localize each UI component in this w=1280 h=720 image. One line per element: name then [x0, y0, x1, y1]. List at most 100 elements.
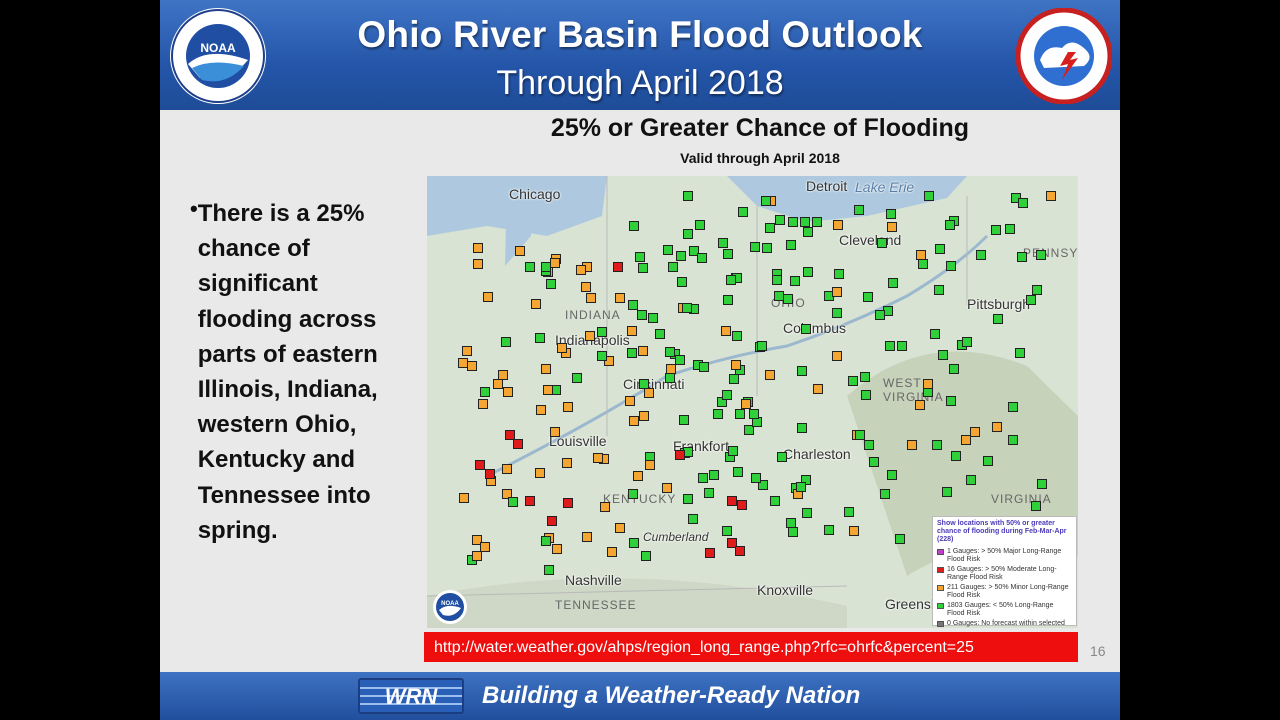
flood-outlook-map[interactable]: Chicago Detroit Lake Erie Cleveland PENN… — [427, 176, 1078, 628]
gauge-marker[interactable] — [869, 457, 879, 467]
gauge-marker[interactable] — [864, 440, 874, 450]
gauge-marker[interactable] — [628, 489, 638, 499]
gauge-marker[interactable] — [655, 329, 665, 339]
gauge-marker[interactable] — [505, 430, 515, 440]
gauge-marker[interactable] — [638, 263, 648, 273]
gauge-marker[interactable] — [531, 299, 541, 309]
gauge-marker[interactable] — [951, 451, 961, 461]
gauge-marker[interactable] — [695, 220, 705, 230]
gauge-marker[interactable] — [758, 480, 768, 490]
gauge-marker[interactable] — [735, 546, 745, 556]
gauge-marker[interactable] — [502, 464, 512, 474]
gauge-marker[interactable] — [462, 346, 472, 356]
gauge-marker[interactable] — [629, 416, 639, 426]
gauge-marker[interactable] — [613, 262, 623, 272]
gauge-marker[interactable] — [832, 287, 842, 297]
gauge-marker[interactable] — [563, 498, 573, 508]
gauge-marker[interactable] — [1015, 348, 1025, 358]
gauge-marker[interactable] — [546, 279, 556, 289]
gauge-marker[interactable] — [639, 411, 649, 421]
gauge-marker[interactable] — [676, 251, 686, 261]
gauge-marker[interactable] — [916, 250, 926, 260]
gauge-marker[interactable] — [648, 313, 658, 323]
gauge-marker[interactable] — [729, 374, 739, 384]
gauge-marker[interactable] — [907, 440, 917, 450]
gauge-marker[interactable] — [761, 196, 771, 206]
gauge-marker[interactable] — [844, 507, 854, 517]
gauge-marker[interactable] — [783, 294, 793, 304]
gauge-marker[interactable] — [704, 488, 714, 498]
gauge-marker[interactable] — [1017, 252, 1027, 262]
gauge-marker[interactable] — [741, 399, 751, 409]
gauge-marker[interactable] — [757, 341, 767, 351]
gauge-marker[interactable] — [536, 405, 546, 415]
gauge-marker[interactable] — [765, 223, 775, 233]
gauge-marker[interactable] — [1037, 479, 1047, 489]
gauge-marker[interactable] — [762, 243, 772, 253]
gauge-marker[interactable] — [688, 514, 698, 524]
gauge-marker[interactable] — [525, 496, 535, 506]
gauge-marker[interactable] — [786, 240, 796, 250]
gauge-marker[interactable] — [897, 341, 907, 351]
gauge-marker[interactable] — [976, 250, 986, 260]
gauge-marker[interactable] — [581, 282, 591, 292]
gauge-marker[interactable] — [774, 291, 784, 301]
gauge-marker[interactable] — [472, 535, 482, 545]
gauge-marker[interactable] — [942, 487, 952, 497]
gauge-marker[interactable] — [582, 532, 592, 542]
gauge-marker[interactable] — [738, 207, 748, 217]
gauge-marker[interactable] — [961, 435, 971, 445]
gauge-marker[interactable] — [635, 252, 645, 262]
gauge-marker[interactable] — [930, 329, 940, 339]
gauge-marker[interactable] — [949, 364, 959, 374]
gauge-marker[interactable] — [992, 422, 1002, 432]
gauge-marker[interactable] — [934, 285, 944, 295]
gauge-marker[interactable] — [698, 473, 708, 483]
gauge-marker[interactable] — [735, 409, 745, 419]
gauge-marker[interactable] — [683, 229, 693, 239]
gauge-marker[interactable] — [675, 355, 685, 365]
gauge-marker[interactable] — [775, 215, 785, 225]
gauge-marker[interactable] — [628, 300, 638, 310]
gauge-marker[interactable] — [848, 376, 858, 386]
gauge-marker[interactable] — [679, 415, 689, 425]
gauge-marker[interactable] — [887, 470, 897, 480]
gauge-marker[interactable] — [547, 516, 557, 526]
gauge-marker[interactable] — [970, 427, 980, 437]
source-url-link[interactable]: http://water.weather.gov/ahps/region_lon… — [424, 632, 1078, 662]
gauge-marker[interactable] — [473, 243, 483, 253]
gauge-marker[interactable] — [543, 385, 553, 395]
gauge-marker[interactable] — [861, 390, 871, 400]
gauge-marker[interactable] — [629, 221, 639, 231]
gauge-marker[interactable] — [597, 327, 607, 337]
gauge-marker[interactable] — [472, 551, 482, 561]
gauge-marker[interactable] — [790, 276, 800, 286]
gauge-marker[interactable] — [723, 249, 733, 259]
gauge-marker[interactable] — [1031, 501, 1041, 511]
gauge-marker[interactable] — [750, 242, 760, 252]
gauge-marker[interactable] — [1018, 198, 1028, 208]
gauge-marker[interactable] — [675, 450, 685, 460]
gauge-marker[interactable] — [993, 314, 1003, 324]
gauge-marker[interactable] — [498, 370, 508, 380]
gauge-marker[interactable] — [645, 460, 655, 470]
gauge-marker[interactable] — [1008, 402, 1018, 412]
gauge-marker[interactable] — [666, 364, 676, 374]
gauge-marker[interactable] — [777, 452, 787, 462]
gauge-marker[interactable] — [723, 295, 733, 305]
gauge-marker[interactable] — [803, 267, 813, 277]
gauge-marker[interactable] — [877, 238, 887, 248]
gauge-marker[interactable] — [535, 333, 545, 343]
gauge-marker[interactable] — [731, 360, 741, 370]
gauge-marker[interactable] — [721, 326, 731, 336]
gauge-marker[interactable] — [886, 209, 896, 219]
gauge-marker[interactable] — [796, 482, 806, 492]
gauge-marker[interactable] — [597, 351, 607, 361]
gauge-marker[interactable] — [946, 261, 956, 271]
gauge-marker[interactable] — [732, 331, 742, 341]
gauge-marker[interactable] — [918, 259, 928, 269]
gauge-marker[interactable] — [983, 456, 993, 466]
gauge-marker[interactable] — [854, 205, 864, 215]
gauge-marker[interactable] — [541, 364, 551, 374]
gauge-marker[interactable] — [508, 497, 518, 507]
